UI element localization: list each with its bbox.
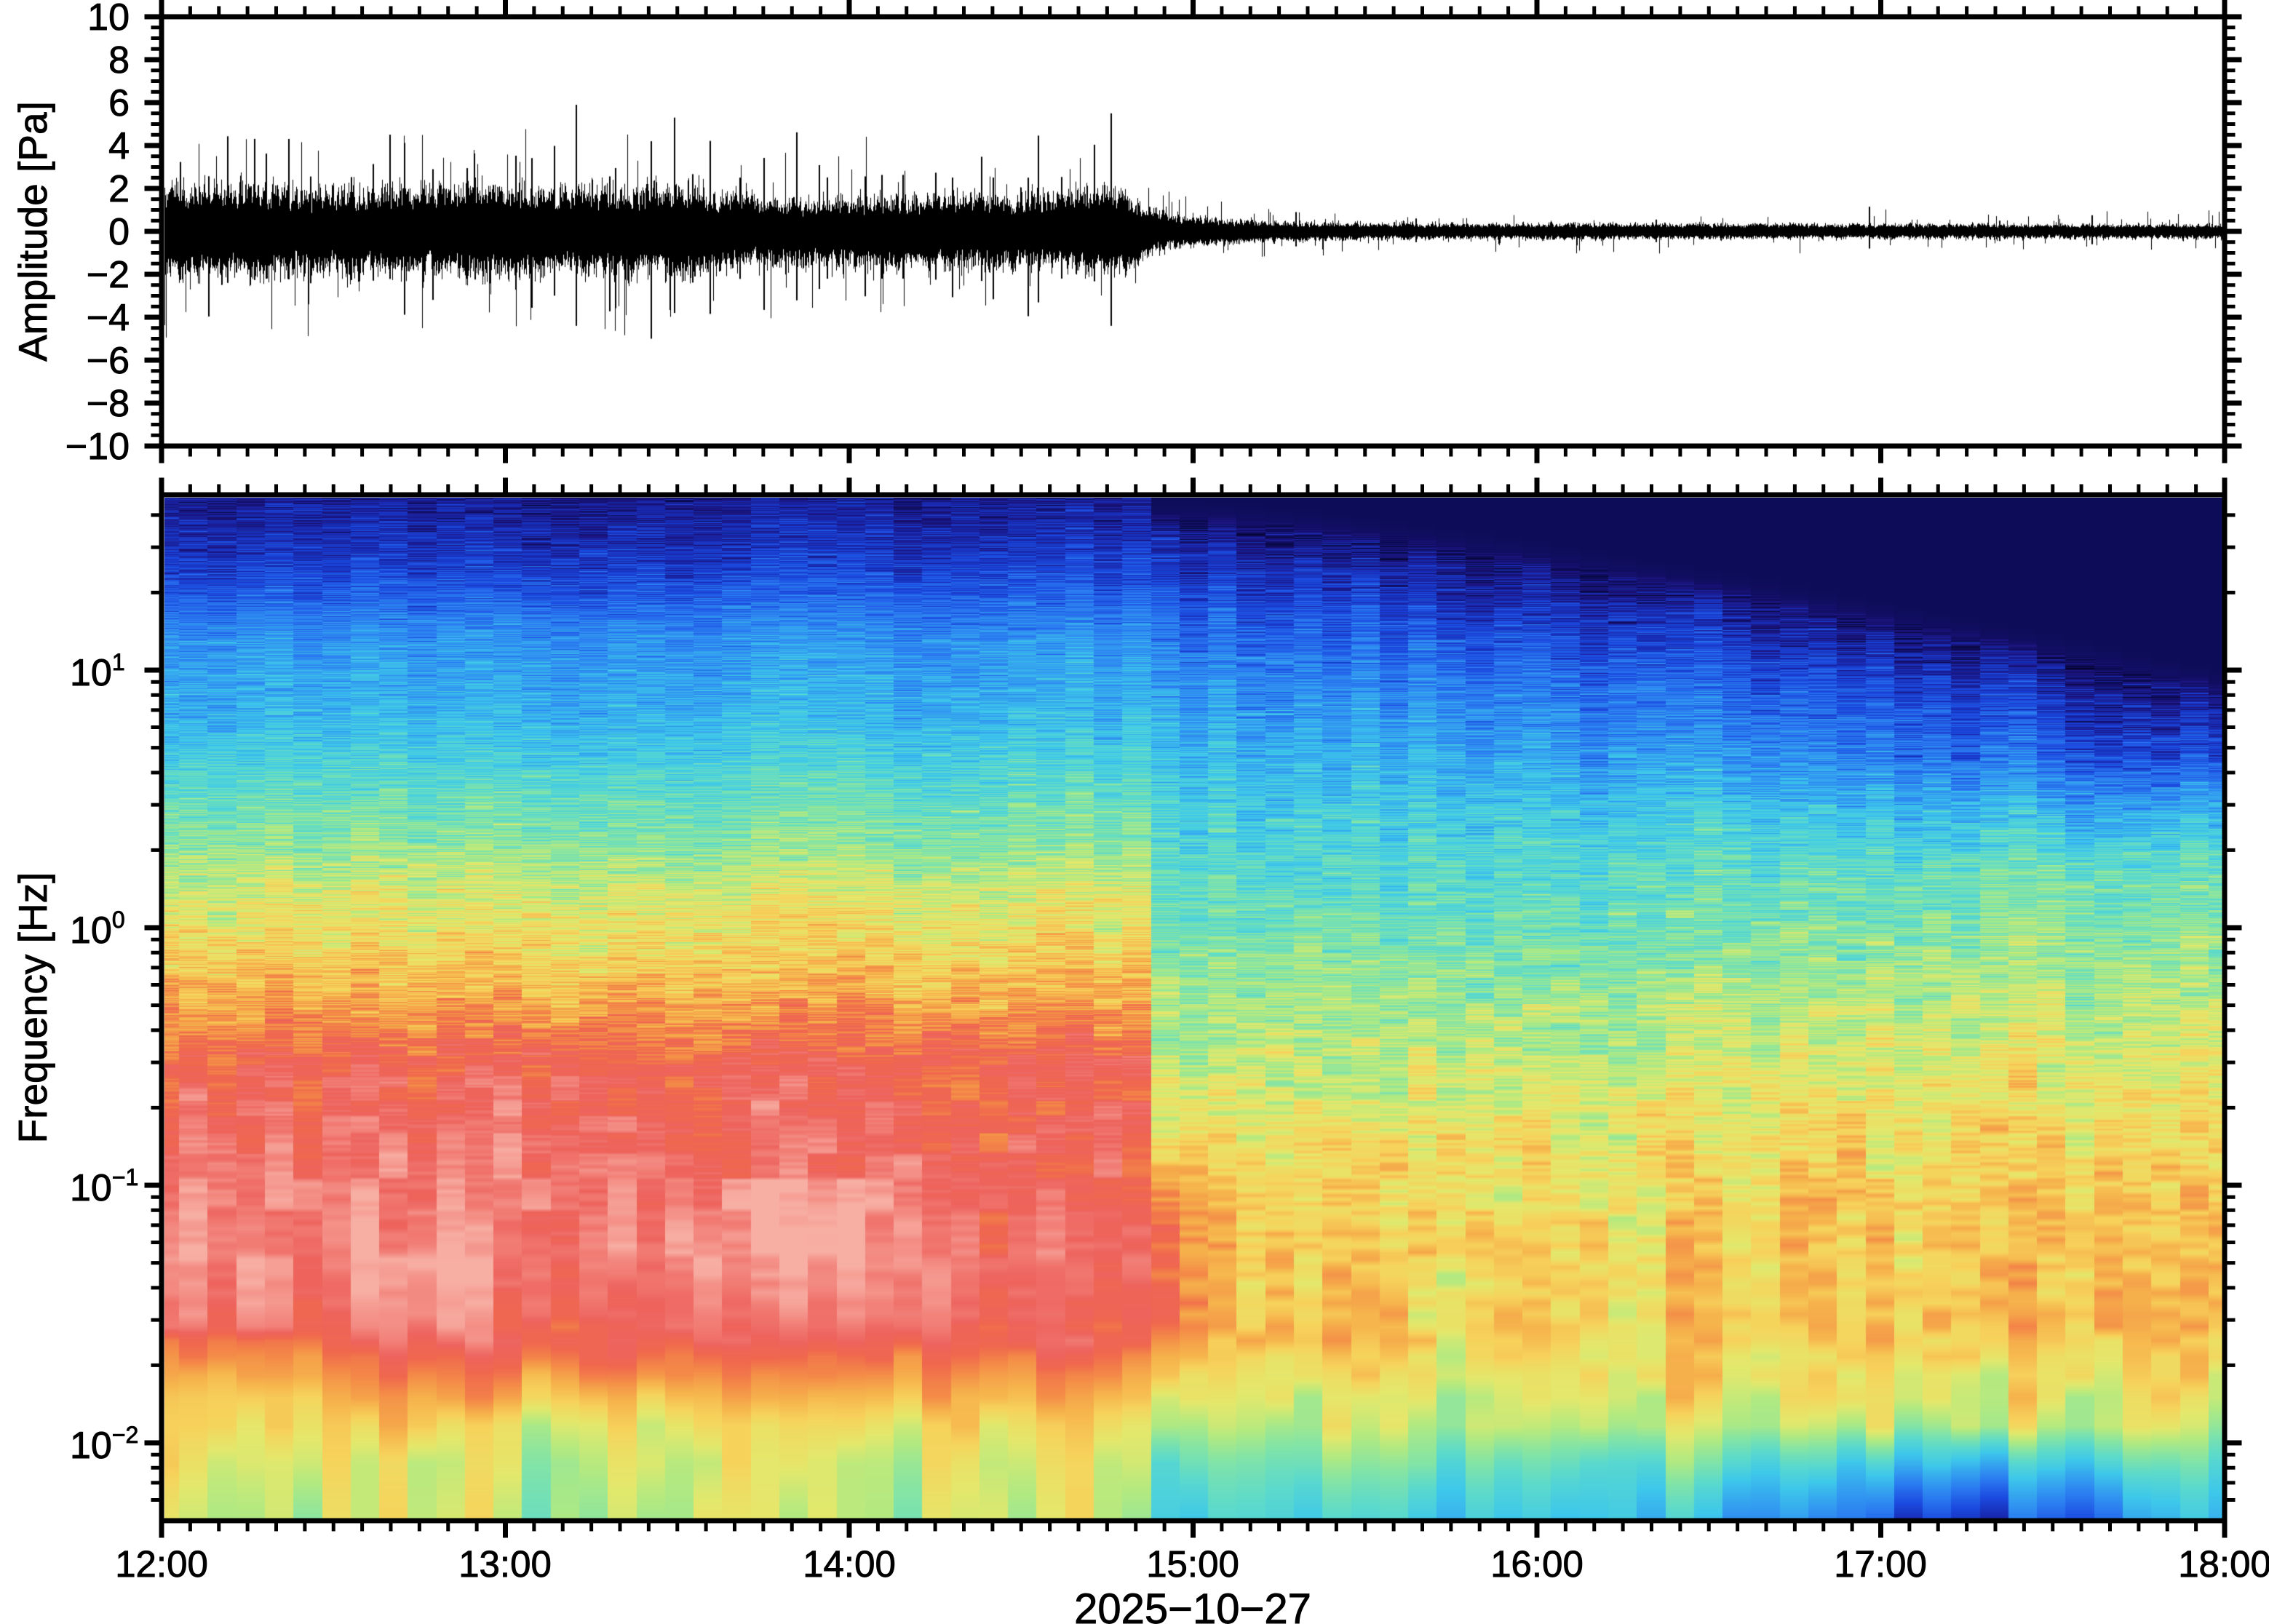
svg-text:Frequency [Hz]: Frequency [Hz] (10, 872, 55, 1144)
svg-text:4: 4 (108, 125, 130, 167)
svg-text:10: 10 (87, 0, 130, 39)
svg-text:100: 100 (70, 907, 125, 952)
svg-text:8: 8 (108, 39, 130, 81)
svg-text:18:00: 18:00 (2178, 1543, 2269, 1585)
svg-text:0: 0 (108, 211, 130, 253)
svg-text:101: 101 (70, 649, 125, 694)
svg-text:6: 6 (108, 82, 130, 124)
svg-text:12:00: 12:00 (115, 1543, 208, 1585)
svg-text:−8: −8 (87, 383, 130, 425)
svg-text:10−2: 10−2 (70, 1422, 138, 1467)
svg-text:13:00: 13:00 (458, 1543, 552, 1585)
svg-text:−4: −4 (87, 297, 130, 339)
svg-text:2025−10−27: 2025−10−27 (1074, 1585, 1311, 1624)
svg-text:−6: −6 (87, 340, 130, 382)
svg-text:10−1: 10−1 (70, 1164, 138, 1209)
svg-text:17:00: 17:00 (1834, 1543, 1927, 1585)
svg-text:−2: −2 (87, 254, 130, 296)
svg-text:16:00: 16:00 (1490, 1543, 1583, 1585)
svg-text:2: 2 (108, 168, 130, 210)
svg-text:15:00: 15:00 (1146, 1543, 1239, 1585)
svg-text:−10: −10 (65, 426, 130, 468)
svg-text:Amplitude [Pa]: Amplitude [Pa] (10, 101, 55, 362)
svg-text:14:00: 14:00 (803, 1543, 896, 1585)
